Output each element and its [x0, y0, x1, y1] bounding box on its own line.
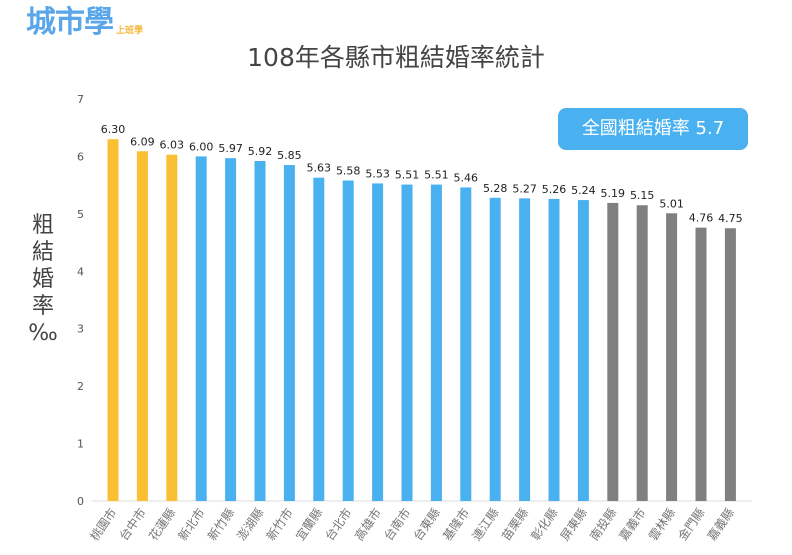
x-tick-label: 高雄市: [351, 505, 384, 543]
data-label: 5.51: [424, 169, 449, 182]
bar: [636, 205, 648, 501]
bar: [107, 139, 119, 501]
x-tick-label: 苗栗縣: [499, 506, 531, 544]
bar: [519, 198, 531, 501]
bar: [430, 184, 442, 501]
chart-title: 108年各縣市粗結婚率統計: [247, 43, 545, 72]
data-label: 5.85: [277, 149, 302, 162]
logo-sub: 上班學: [116, 26, 144, 36]
x-tick-label: 澎湖縣: [234, 505, 267, 543]
bar: [313, 177, 325, 502]
bar: [489, 197, 501, 501]
bar: [666, 213, 678, 502]
bar: [695, 227, 707, 501]
x-tick-label: 嘉義縣: [704, 505, 737, 543]
bar: [225, 158, 237, 501]
bar: [342, 180, 354, 501]
x-tick-label: 彰化縣: [528, 505, 561, 543]
bar: [136, 151, 148, 501]
data-label: 6.00: [189, 140, 214, 153]
data-label: 5.01: [659, 197, 684, 210]
data-label: 4.76: [689, 212, 714, 225]
x-tick-label: 金門縣: [675, 505, 708, 543]
data-label: 5.51: [395, 169, 420, 182]
data-label: 6.03: [160, 139, 185, 152]
y-tick-label: 7: [77, 93, 84, 106]
x-tick-label: 花蓮縣: [145, 505, 178, 543]
x-tick-label: 基隆市: [439, 505, 472, 543]
x-tick-label: 新竹市: [263, 505, 296, 543]
y-tick-label: 4: [77, 265, 84, 278]
data-label: 5.24: [571, 184, 596, 197]
data-label: 5.19: [601, 187, 626, 200]
bar: [607, 202, 619, 501]
bar: [577, 200, 589, 501]
x-tick-label: 新竹縣: [204, 505, 237, 543]
bar: [283, 165, 295, 502]
data-label: 5.58: [336, 165, 361, 178]
data-label: 6.30: [101, 123, 126, 136]
x-tick-label: 桃園市: [87, 505, 120, 543]
x-tick-label: 新北市: [175, 505, 208, 543]
x-tick-label: 台北市: [322, 505, 355, 543]
y-tick-label: 5: [77, 208, 84, 221]
x-tick-label: 嘉義市: [616, 505, 649, 543]
data-label: 5.53: [365, 167, 390, 180]
data-label: 5.46: [454, 171, 479, 184]
bar: [724, 228, 736, 501]
logo: 城市學 上班學: [26, 4, 186, 44]
data-label: 5.27: [512, 182, 537, 195]
x-tick-label: 宜蘭縣: [292, 505, 325, 543]
data-label: 5.26: [542, 183, 567, 196]
x-tick-label: 屏東縣: [558, 506, 590, 544]
bar: [460, 187, 472, 501]
national-rate-badge: 全國粗結婚率 5.7: [558, 108, 748, 150]
x-tick-label: 南投縣: [586, 505, 619, 543]
x-tick-label: 台中市: [116, 505, 149, 543]
data-label: 5.15: [630, 189, 655, 202]
bar: [372, 183, 384, 502]
y-tick-label: 6: [77, 150, 84, 163]
bar: [548, 198, 560, 501]
logo-text: 城市學: [26, 5, 114, 40]
x-tick-label: 連江縣: [470, 506, 502, 544]
x-tick-label: 雲林縣: [646, 506, 678, 544]
data-label: 5.28: [483, 182, 508, 195]
bar: [254, 161, 266, 501]
x-tick-label: 台東縣: [410, 505, 443, 543]
y-axis-label: 粗結婚率 ‰: [28, 213, 58, 346]
x-tick-label: 台南市: [381, 505, 414, 543]
bar: [401, 184, 413, 501]
data-label: 6.09: [130, 135, 155, 148]
y-tick-label: 1: [77, 438, 84, 451]
y-tick-label: 3: [77, 323, 84, 336]
data-label: 5.63: [307, 162, 332, 175]
bar: [195, 156, 207, 501]
data-label: 5.92: [248, 145, 273, 158]
bar: [166, 154, 178, 501]
data-label: 4.75: [718, 212, 743, 225]
data-label: 5.97: [218, 142, 243, 155]
y-tick-label: 0: [77, 495, 84, 508]
y-tick-label: 2: [77, 380, 84, 393]
